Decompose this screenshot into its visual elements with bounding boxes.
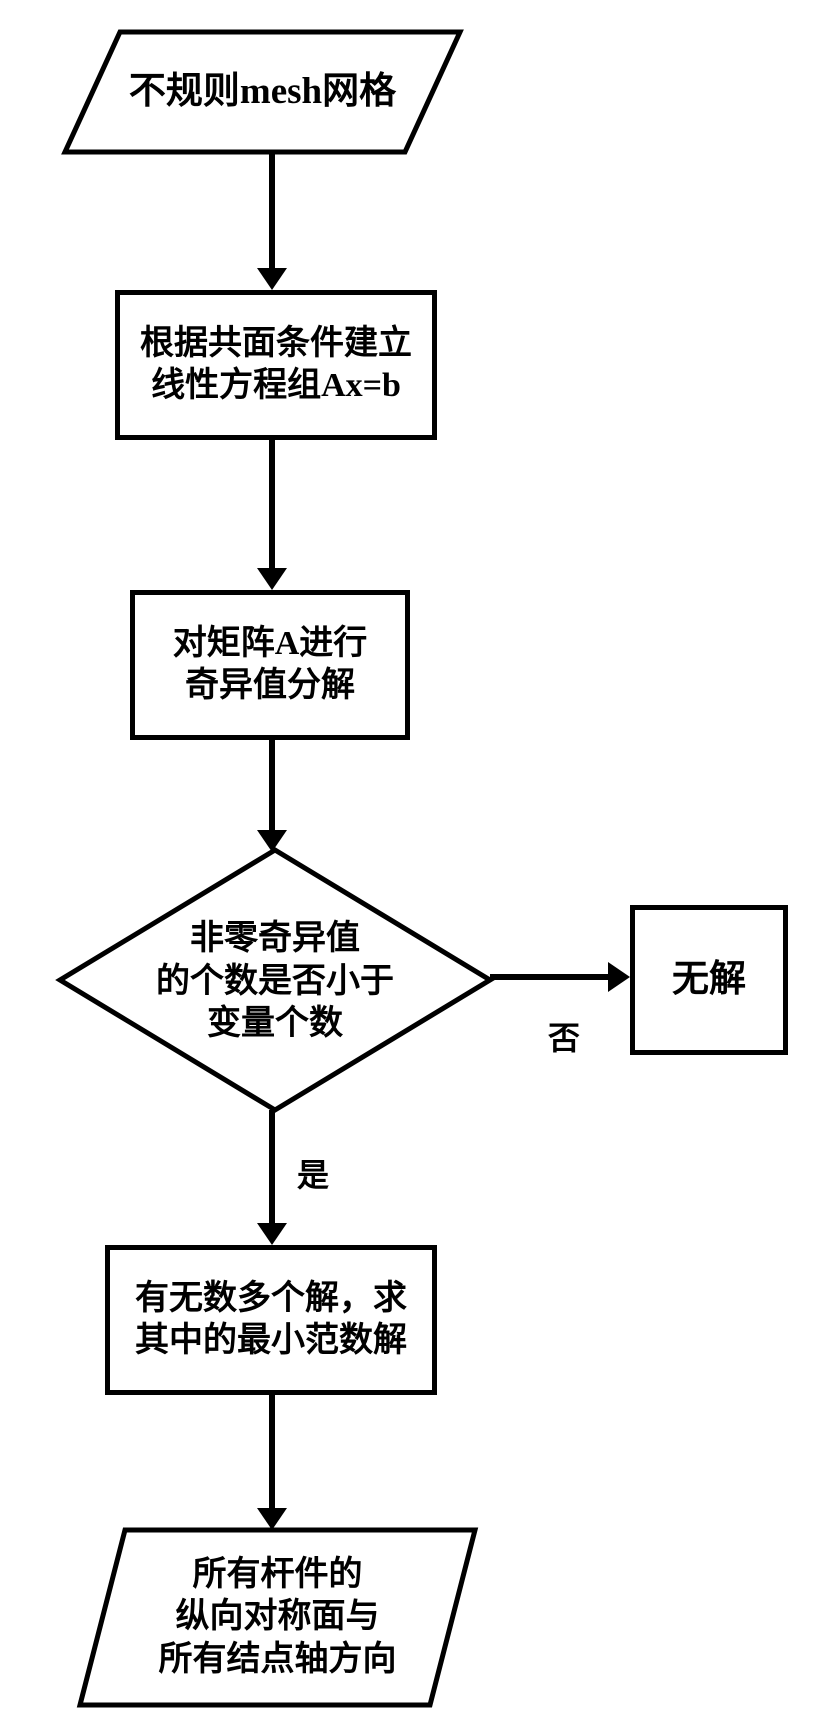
step2-line1: 对矩阵A进行 (173, 623, 368, 666)
edge-decision-step3-head (257, 1223, 287, 1245)
edge-step2-decision (269, 740, 275, 832)
edge-start-step1 (269, 152, 275, 270)
step1-node: 根据共面条件建立 线性方程组Ax=b (115, 290, 437, 440)
step2-node: 对矩阵A进行 奇异值分解 (130, 590, 410, 740)
edge-step3-end-head (257, 1508, 287, 1530)
end-line1: 所有杆件的 (159, 1554, 397, 1597)
no-result-text: 无解 (672, 957, 746, 1003)
step3-line1: 有无数多个解，求 (135, 1278, 407, 1321)
step3-line2: 其中的最小范数解 (135, 1320, 407, 1363)
step1-line1: 根据共面条件建立 (140, 323, 412, 366)
end-line3: 所有结点轴方向 (159, 1639, 397, 1682)
no-result-node: 无解 (630, 905, 788, 1055)
edge-decision-no-head (608, 962, 630, 992)
edge-decision-no (490, 974, 610, 980)
label-yes: 是 (297, 1150, 329, 1196)
step3-node: 有无数多个解，求 其中的最小范数解 (105, 1245, 437, 1395)
edge-step3-end (269, 1395, 275, 1510)
step1-line2: 线性方程组Ax=b (140, 365, 412, 408)
edge-decision-step3 (269, 1110, 275, 1225)
edge-step1-step2-head (257, 568, 287, 590)
start-text: 不规则mesh网格 (65, 32, 460, 152)
label-no: 否 (548, 1013, 580, 1059)
decision-line1: 非零奇异值 (100, 918, 450, 961)
end-text: 所有杆件的 纵向对称面与 所有结点轴方向 (80, 1530, 475, 1705)
decision-text: 非零奇异值 的个数是否小于 变量个数 (100, 918, 450, 1046)
decision-line3: 变量个数 (100, 1003, 450, 1046)
edge-start-step1-head (257, 268, 287, 290)
end-line2: 纵向对称面与 (159, 1596, 397, 1639)
step2-line2: 奇异值分解 (173, 665, 368, 708)
edge-step2-decision-head (257, 830, 287, 852)
edge-step1-step2 (269, 440, 275, 570)
decision-line2: 的个数是否小于 (100, 961, 450, 1004)
